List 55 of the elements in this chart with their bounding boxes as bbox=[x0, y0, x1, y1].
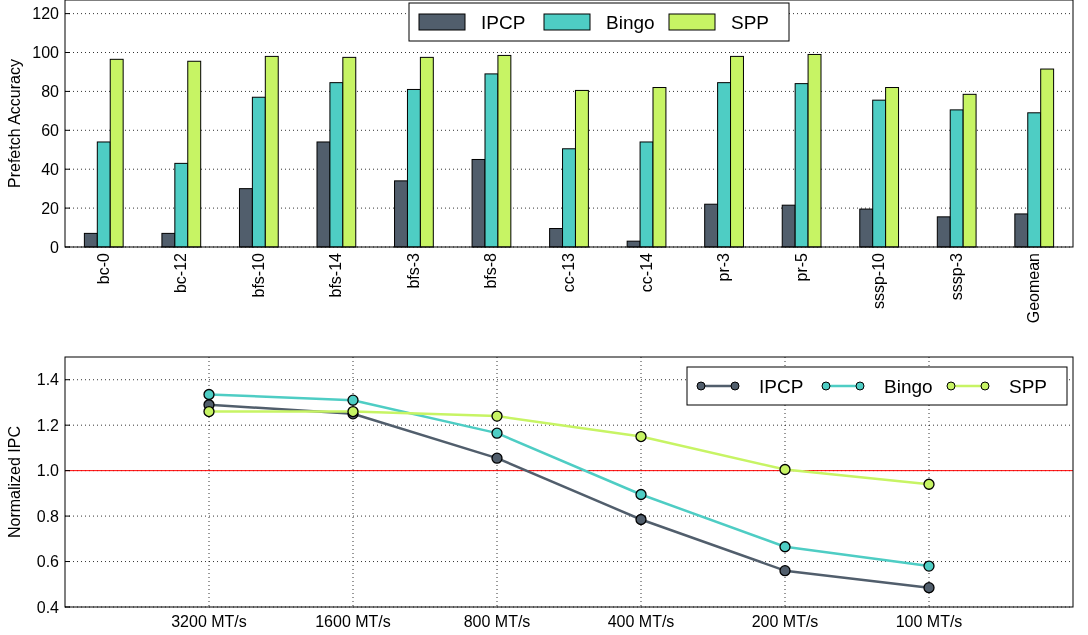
x-tick-label: bfs-10 bbox=[249, 252, 267, 298]
legend-label: SPP bbox=[731, 11, 770, 33]
x-tick-label: Geomean bbox=[1025, 253, 1043, 324]
x-tick-label: 400 MT/s bbox=[607, 613, 675, 630]
x-tick-label: pr-3 bbox=[715, 252, 733, 282]
x-tick-label: sssp-10 bbox=[870, 252, 888, 310]
y-tick-label: 0.6 bbox=[36, 553, 60, 571]
y-tick-label: 0.4 bbox=[36, 598, 60, 616]
y-tick-label: 0.8 bbox=[36, 507, 60, 525]
point bbox=[779, 541, 791, 553]
x-tick-label: cc-14 bbox=[637, 252, 655, 293]
y-tick-label: 80 bbox=[41, 83, 60, 101]
x-tick-label: bfs-14 bbox=[327, 252, 345, 298]
point bbox=[347, 394, 359, 406]
point bbox=[923, 478, 935, 490]
point bbox=[779, 564, 791, 577]
x-tick-label: bfs-8 bbox=[482, 252, 500, 289]
y-tick-label: 20 bbox=[41, 199, 60, 217]
x-tick-label: sssp-3 bbox=[947, 252, 965, 301]
y-tick-label: 120 bbox=[32, 5, 60, 23]
y-tick-label: 1.2 bbox=[36, 416, 60, 434]
x-tick-label: bfs-3 bbox=[404, 252, 422, 289]
x-tick-label: 800 MT/s bbox=[463, 613, 531, 630]
x-tick-label: 3200 MT/s bbox=[171, 613, 247, 630]
point bbox=[491, 410, 503, 422]
point bbox=[923, 582, 935, 594]
legend-label: SPP bbox=[1009, 375, 1048, 397]
x-tick-label: bc-12 bbox=[172, 252, 190, 294]
x-tick-label: bc-0 bbox=[94, 252, 112, 285]
legend-label: IPCP bbox=[481, 11, 526, 33]
x-tick-label: cc-13 bbox=[560, 252, 577, 293]
y-axis-title: Prefetch Accuracy bbox=[6, 59, 23, 188]
point bbox=[491, 452, 503, 464]
y-tick-label: 0 bbox=[50, 238, 60, 256]
y-tick-label: 60 bbox=[41, 121, 60, 139]
point bbox=[203, 405, 215, 418]
y-axis-title: Normalized IPC bbox=[6, 425, 23, 539]
point bbox=[923, 560, 935, 572]
point bbox=[491, 427, 503, 439]
legend-label: IPCP bbox=[759, 375, 804, 397]
y-tick-label: 100 bbox=[32, 44, 60, 62]
point bbox=[779, 463, 791, 476]
legend-label: Bingo bbox=[884, 375, 933, 397]
legend-label: Bingo bbox=[606, 11, 655, 33]
y-tick-label: 1.4 bbox=[36, 371, 60, 389]
x-tick-label: 1600 MT/s bbox=[315, 613, 391, 630]
x-tick-label: pr-5 bbox=[792, 252, 810, 282]
point bbox=[203, 388, 215, 401]
point bbox=[635, 430, 647, 443]
x-tick-label: 200 MT/s bbox=[751, 613, 819, 630]
x-tick-label: 100 MT/s bbox=[895, 613, 963, 630]
y-tick-label: 1.0 bbox=[36, 462, 60, 480]
point bbox=[635, 488, 647, 501]
point bbox=[635, 513, 647, 526]
y-tick-label: 40 bbox=[41, 160, 60, 178]
